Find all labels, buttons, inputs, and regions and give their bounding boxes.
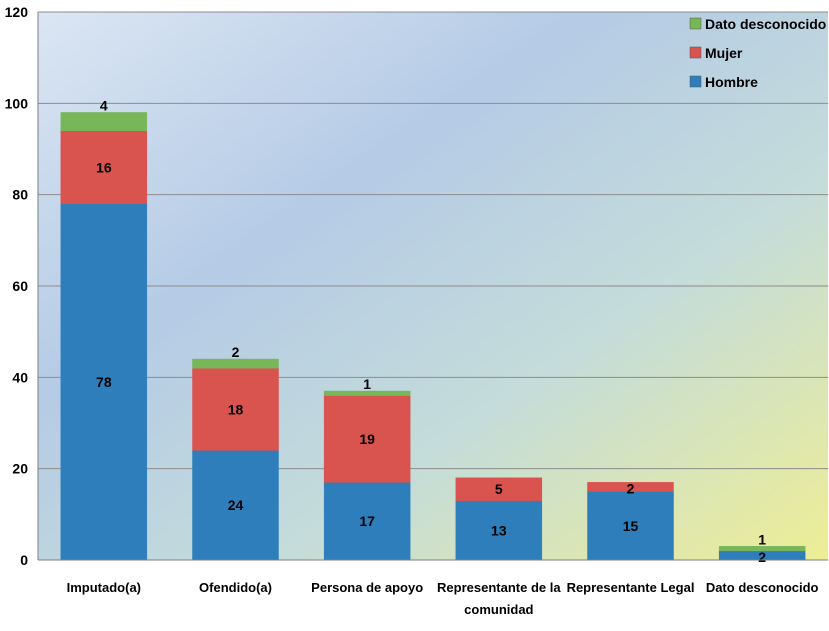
x-tick-label: Representante de la comunidad: [437, 580, 561, 617]
y-tick-label: 120: [5, 4, 29, 20]
legend-swatch: [689, 75, 702, 88]
bar-segment: [60, 112, 148, 131]
data-label: 78: [96, 374, 112, 390]
y-tick-label: 80: [12, 187, 28, 203]
data-label: 24: [228, 497, 244, 513]
data-label: 1: [363, 376, 371, 392]
data-label: 15: [623, 518, 639, 534]
x-tick-label: Persona de apoyo: [311, 580, 423, 595]
bar-segment: [192, 358, 279, 369]
y-tick-label: 0: [20, 552, 28, 568]
data-label: 18: [228, 401, 244, 417]
legend-label: Hombre: [705, 74, 758, 90]
data-label: 19: [359, 431, 375, 447]
y-tick-label: 60: [12, 278, 28, 294]
data-label: 16: [96, 159, 112, 175]
legend-swatch: [689, 17, 702, 30]
x-tick-label: Ofendido(a): [199, 580, 272, 595]
bar-segment: [718, 546, 806, 552]
data-label: 2: [232, 344, 240, 360]
x-tick-label: Representante Legal: [567, 580, 695, 595]
bar-segment: [60, 203, 148, 561]
legend-label: Mujer: [705, 45, 743, 61]
y-tick-label: 100: [5, 95, 29, 111]
data-label: 1: [758, 531, 766, 547]
data-label: 5: [495, 481, 503, 497]
legend-swatch: [689, 46, 702, 59]
y-tick-label: 40: [12, 369, 28, 385]
data-label: 2: [758, 549, 766, 565]
x-tick-label: Imputado(a): [67, 580, 141, 595]
bar-segment: [587, 482, 674, 492]
data-label: 13: [491, 522, 507, 538]
bar-segment: [587, 491, 674, 561]
bar-segment: [455, 477, 543, 501]
bar-segment: [60, 130, 148, 205]
bar-segment: [323, 395, 411, 483]
data-label: 2: [627, 480, 635, 496]
bar-segment: [455, 500, 543, 561]
data-label: 17: [359, 513, 375, 529]
data-label: 4: [100, 97, 108, 113]
bar-segment: [192, 367, 279, 451]
y-tick-label: 20: [12, 461, 28, 477]
legend-label: Dato desconocido: [705, 16, 826, 32]
x-tick-label: Dato desconocido: [706, 580, 819, 595]
bar-segment: [323, 390, 411, 396]
